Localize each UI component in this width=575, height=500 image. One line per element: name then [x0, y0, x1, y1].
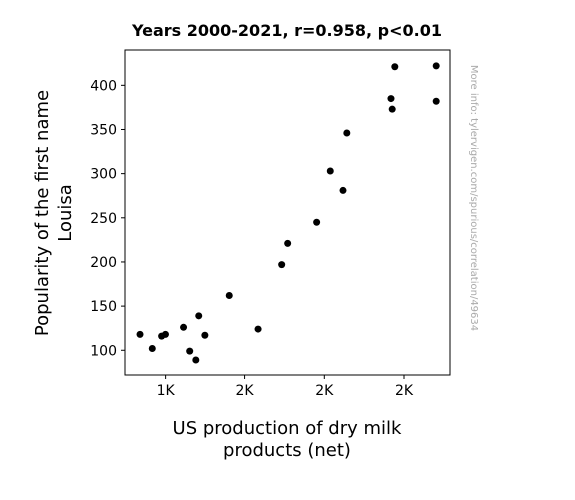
data-point: [192, 356, 200, 364]
x-tick-label: 2K: [236, 383, 255, 399]
data-point: [278, 261, 286, 269]
y-axis-ticks: 100 150 200 250 300 350 400: [90, 78, 125, 359]
chart-title: Years 2000-2021, r=0.958, p<0.01: [131, 21, 442, 40]
data-point: [313, 218, 321, 226]
data-point: [391, 63, 399, 71]
y-tick-label: 150: [90, 299, 117, 315]
x-axis-label-line-2: products (net): [223, 440, 351, 461]
x-axis-ticks: 1K 2K 2K 2K: [157, 375, 414, 399]
data-point: [432, 97, 440, 105]
y-axis-label-line-2: Louisa: [55, 184, 76, 242]
data-point: [136, 330, 144, 338]
data-point: [195, 312, 203, 320]
data-point: [326, 167, 334, 175]
y-tick-label: 100: [90, 343, 117, 359]
data-point: [201, 331, 209, 339]
y-tick-label: 250: [90, 211, 117, 227]
y-tick-label: 350: [90, 122, 117, 138]
data-point: [186, 347, 194, 355]
y-axis-label-line-1: Popularity of the first name: [32, 90, 53, 336]
x-tick-label: 1K: [157, 383, 176, 399]
source-note: More info: tylervigen.com/spurious/corre…: [468, 65, 479, 331]
data-point: [432, 62, 440, 70]
plot-area: [124, 49, 451, 376]
y-tick-label: 200: [90, 255, 117, 271]
data-point: [225, 292, 233, 300]
y-tick-label: 400: [90, 78, 117, 94]
data-point: [180, 323, 188, 331]
y-tick-label: 300: [90, 167, 117, 183]
data-point: [254, 325, 262, 333]
data-point: [388, 105, 396, 113]
data-point: [339, 186, 347, 194]
x-tick-label: 2K: [395, 383, 414, 399]
data-point: [161, 330, 169, 338]
x-axis-label-line-1: US production of dry milk: [173, 418, 403, 439]
data-point: [148, 345, 156, 353]
scatter-points: [136, 62, 440, 364]
data-point: [387, 95, 395, 103]
x-tick-label: 2K: [315, 383, 334, 399]
data-point: [343, 129, 351, 137]
data-point: [284, 239, 292, 247]
y-axis-label: Popularity of the first name Louisa: [32, 90, 76, 336]
